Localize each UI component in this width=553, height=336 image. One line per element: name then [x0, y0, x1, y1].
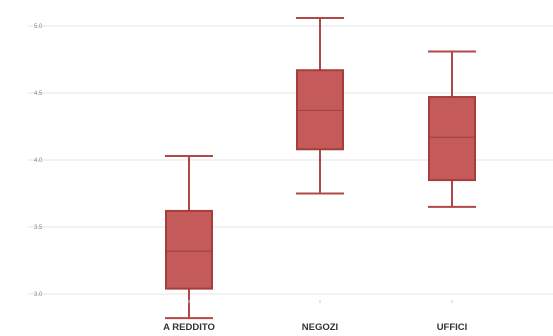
iqr-box: [428, 96, 476, 182]
box-uffici: [428, 50, 476, 208]
y-tick-label: 4.5: [34, 91, 43, 97]
iqr-box: [296, 69, 344, 151]
x-tick-label: NEGOZI: [302, 322, 338, 333]
iqr-box: [165, 209, 213, 290]
y-tick-label: 3.0: [34, 292, 43, 298]
y-tick-label: 5.0: [34, 24, 43, 30]
y-tick-labels: 3.0 3.5 4.0 4.5 5.0: [34, 24, 43, 298]
box-a-reddito: [165, 154, 213, 320]
box-negozi: [296, 16, 344, 195]
x-tick-labels: A REDDITO NEGOZI UFFICI: [163, 300, 467, 333]
y-tick-label: 4.0: [34, 158, 43, 164]
x-tick-label: UFFICI: [437, 322, 468, 333]
box-layer: [165, 16, 476, 320]
grid-layer: [28, 25, 553, 295]
x-tick-label: A REDDITO: [163, 322, 215, 333]
y-tick-label: 3.5: [34, 225, 43, 231]
